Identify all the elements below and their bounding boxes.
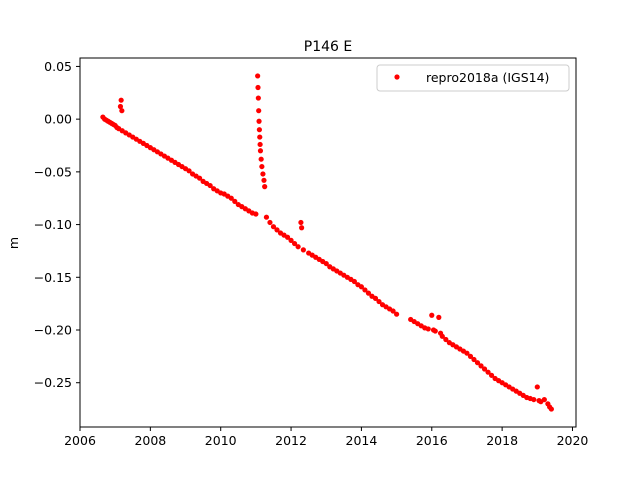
data-point bbox=[541, 396, 547, 403]
data-point bbox=[119, 108, 125, 114]
data-point bbox=[260, 171, 266, 177]
data-point bbox=[436, 314, 442, 320]
data-point bbox=[488, 372, 495, 378]
data-point bbox=[270, 224, 277, 230]
data-point bbox=[474, 360, 481, 366]
x-tick-label: 2006 bbox=[64, 433, 96, 448]
data-point bbox=[267, 219, 273, 226]
data-point bbox=[299, 225, 305, 231]
data-point bbox=[362, 287, 368, 293]
x-tick-label: 2012 bbox=[275, 433, 307, 448]
legend-label: repro2018a (IGS14) bbox=[426, 70, 549, 85]
chart-title: P146 E bbox=[304, 39, 352, 55]
y-tick-label: 0.00 bbox=[44, 112, 72, 127]
plot-points bbox=[100, 73, 554, 412]
data-point bbox=[425, 326, 431, 332]
legend-marker bbox=[394, 74, 400, 80]
data-point bbox=[232, 198, 238, 204]
x-tick-label: 2020 bbox=[557, 433, 589, 448]
data-point bbox=[186, 168, 192, 174]
data-point bbox=[390, 308, 396, 314]
data-point bbox=[259, 163, 265, 170]
y-tick-label: −0.25 bbox=[34, 375, 72, 390]
data-point bbox=[261, 177, 267, 183]
data-point bbox=[255, 95, 261, 101]
data-point bbox=[288, 237, 294, 243]
data-point bbox=[257, 134, 263, 140]
data-point bbox=[429, 312, 435, 318]
data-point bbox=[443, 336, 449, 343]
data-point bbox=[262, 184, 268, 190]
data-point bbox=[258, 156, 264, 162]
data-point bbox=[471, 356, 477, 363]
data-point bbox=[256, 108, 262, 114]
data-point bbox=[376, 298, 382, 305]
data-point bbox=[228, 195, 234, 201]
data-point bbox=[298, 219, 304, 226]
data-point bbox=[534, 384, 540, 390]
data-point bbox=[255, 84, 261, 91]
y-axis-label: m bbox=[6, 237, 21, 249]
data-point bbox=[295, 244, 301, 250]
y-axis-ticks: 0.05 0.00 −0.05 −0.10 −0.15 −0.20 −0.25 bbox=[34, 59, 80, 390]
data-point bbox=[351, 278, 357, 285]
data-point bbox=[284, 234, 291, 240]
data-point bbox=[365, 290, 372, 296]
x-axis-ticks: 2006 2008 2010 2012 2014 2016 2018 2020 bbox=[64, 427, 588, 448]
data-point bbox=[257, 148, 264, 154]
y-tick-label: 0.05 bbox=[44, 59, 72, 74]
data-point bbox=[253, 211, 259, 217]
data-point bbox=[481, 366, 488, 372]
data-point bbox=[548, 406, 554, 412]
y-tick-label: −0.10 bbox=[34, 217, 72, 232]
data-point bbox=[439, 333, 445, 339]
data-point bbox=[432, 328, 438, 334]
y-tick-label: −0.05 bbox=[34, 164, 72, 179]
x-tick-label: 2016 bbox=[416, 433, 448, 448]
plot-frame bbox=[79, 57, 577, 428]
data-point bbox=[358, 284, 365, 290]
legend-box bbox=[376, 64, 570, 92]
y-tick-label: −0.20 bbox=[34, 323, 72, 338]
data-point bbox=[197, 175, 203, 181]
data-point bbox=[394, 311, 400, 317]
data-point bbox=[256, 118, 262, 124]
y-tick-label: −0.15 bbox=[34, 270, 72, 285]
x-tick-label: 2010 bbox=[205, 433, 237, 448]
data-point bbox=[274, 227, 280, 233]
legend: repro2018a (IGS14) bbox=[376, 64, 570, 92]
x-tick-label: 2014 bbox=[346, 433, 378, 448]
data-point bbox=[467, 353, 474, 359]
data-point bbox=[531, 396, 537, 403]
data-point bbox=[263, 214, 270, 220]
data-point bbox=[117, 103, 124, 110]
data-point bbox=[118, 97, 124, 103]
x-tick-label: 2018 bbox=[486, 433, 518, 448]
data-point bbox=[372, 295, 379, 301]
data-point bbox=[464, 350, 470, 356]
data-point bbox=[207, 182, 213, 189]
data-point bbox=[257, 141, 263, 148]
data-point bbox=[323, 260, 329, 267]
data-point bbox=[485, 369, 491, 375]
x-tick-label: 2008 bbox=[134, 433, 166, 448]
data-point bbox=[256, 127, 262, 133]
data-point bbox=[478, 363, 484, 369]
data-point bbox=[291, 240, 298, 247]
data-point bbox=[300, 247, 306, 253]
data-point bbox=[255, 73, 261, 79]
